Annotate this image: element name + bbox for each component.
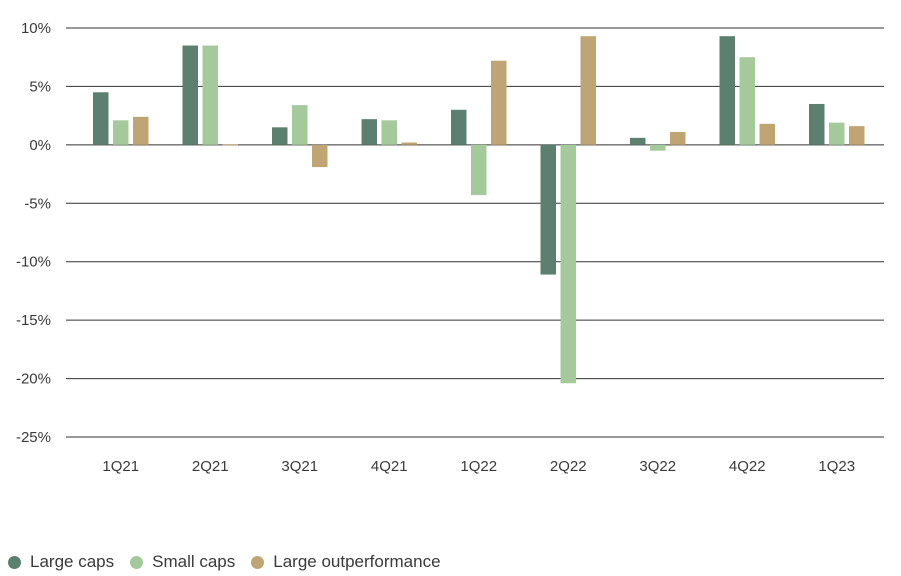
bar-large-caps-3q22 xyxy=(630,137,646,145)
bar-large-caps-2q21 xyxy=(182,45,198,145)
bar-small-caps-2q21 xyxy=(202,45,218,145)
legend-item: Large caps xyxy=(8,552,114,572)
x-tick-label: 2Q21 xyxy=(192,458,229,475)
y-tick-label: -5% xyxy=(24,195,51,212)
bar-small-caps-4q21 xyxy=(381,120,397,145)
x-tick-label: 3Q22 xyxy=(639,458,676,475)
x-tick-label: 1Q22 xyxy=(460,458,497,475)
legend-swatch xyxy=(8,555,21,569)
legend-item: Small caps xyxy=(130,552,235,572)
y-tick-label: -25% xyxy=(16,429,51,446)
bar-large-outperformance-1q21 xyxy=(133,116,149,145)
y-axis-labels: 10% 5% 0% -5% -10% -15% -20% -25% xyxy=(16,20,51,446)
legend-label: Small caps xyxy=(152,552,236,571)
bar-large-caps-2q22 xyxy=(540,144,556,275)
x-tick-label: 4Q21 xyxy=(371,458,408,475)
bar-large-outperformance-3q22 xyxy=(670,132,686,145)
bar-large-outperformance-1q22 xyxy=(491,60,507,145)
y-tick-label: 10% xyxy=(21,20,51,37)
bar-large-outperformance-2q21 xyxy=(222,144,238,146)
y-tick-label: -20% xyxy=(16,371,51,388)
x-tick-label: 4Q22 xyxy=(729,458,766,475)
bar-large-outperformance-2q22 xyxy=(580,36,596,145)
legend: Large caps Small caps Large outperformance xyxy=(8,552,457,572)
y-tick-label: -15% xyxy=(16,312,51,329)
bar-large-outperformance-4q22 xyxy=(759,123,775,145)
bar-large-caps-1q23 xyxy=(809,103,825,145)
bars xyxy=(93,36,865,384)
bar-large-caps-4q22 xyxy=(719,36,735,145)
legend-swatch xyxy=(251,555,265,569)
legend-item: Large outperformance xyxy=(251,552,441,572)
bar-large-outperformance-3q21 xyxy=(312,144,328,168)
bar-small-caps-4q22 xyxy=(739,57,755,145)
x-tick-label: 3Q21 xyxy=(281,458,318,475)
bar-small-caps-3q21 xyxy=(292,105,308,145)
bar-large-caps-1q22 xyxy=(451,109,467,145)
legend-swatch xyxy=(130,555,144,569)
bar-small-caps-2q22 xyxy=(560,144,576,384)
bar-large-caps-1q21 xyxy=(93,92,109,145)
bar-chart: 10% 5% 0% -5% -10% -15% -20% -25% 1Q21 2Q21 3Q21 4… xyxy=(16,20,884,475)
legend-label: Large caps xyxy=(30,552,115,571)
bar-large-outperformance-4q21 xyxy=(401,142,417,145)
x-axis-labels: 1Q21 2Q21 3Q21 4Q21 1Q22 2Q22 3Q22 4Q22 1Q23 xyxy=(102,458,855,475)
bar-small-caps-3q22 xyxy=(650,144,666,151)
bar-small-caps-1q22 xyxy=(471,144,487,196)
bar-small-caps-1q23 xyxy=(829,122,845,145)
x-tick-label: 2Q22 xyxy=(550,458,587,475)
bar-large-caps-3q21 xyxy=(272,127,288,145)
bar-large-caps-4q21 xyxy=(361,119,377,145)
y-tick-label: 5% xyxy=(29,78,51,95)
x-tick-label: 1Q21 xyxy=(102,458,139,475)
x-tick-label: 1Q23 xyxy=(818,458,855,475)
bar-large-outperformance-1q23 xyxy=(849,126,865,145)
y-tick-label: -10% xyxy=(16,254,51,271)
legend-label: Large outperformance xyxy=(273,552,441,571)
y-tick-label: 0% xyxy=(29,137,51,154)
bar-small-caps-1q21 xyxy=(113,120,129,145)
